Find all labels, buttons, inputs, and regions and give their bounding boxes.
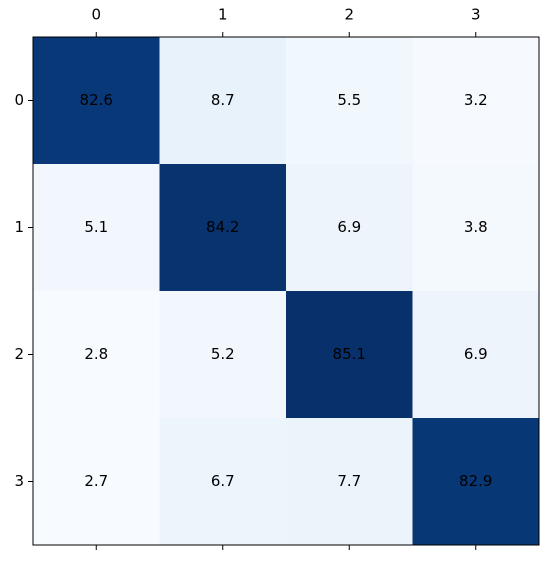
cell-label: 5.5 (337, 91, 361, 109)
heatmap-cell (412, 418, 540, 546)
cell-label: 7.7 (337, 472, 361, 490)
x-tick-label: 1 (218, 6, 228, 24)
heatmap-cell (159, 37, 287, 165)
cell-label: 85.1 (333, 345, 366, 363)
heatmap-cell (159, 291, 287, 419)
cell-label: 2.8 (84, 345, 108, 363)
heatmap-cell (33, 291, 160, 419)
heatmap-cell (286, 418, 413, 546)
cell-label: 84.2 (206, 218, 239, 236)
y-tick-label: 1 (14, 218, 24, 236)
heatmap-cell (159, 418, 287, 546)
x-tick-label: 0 (91, 6, 101, 24)
x-tick-label: 2 (344, 6, 354, 24)
cell-label: 8.7 (211, 91, 235, 109)
cell-label: 6.7 (211, 472, 235, 490)
heatmap-cell (412, 164, 540, 292)
heatmap-cell (412, 291, 540, 419)
y-tick-label: 0 (14, 91, 24, 109)
plot-frame (32, 36, 540, 546)
cell-label: 82.6 (80, 91, 113, 109)
heatmap-cell (33, 418, 160, 546)
cell-label: 6.9 (464, 345, 488, 363)
cell-label: 82.9 (459, 472, 492, 490)
y-tick-label: 3 (14, 472, 24, 490)
heatmap-cell (286, 164, 413, 292)
cell-label: 2.7 (84, 472, 108, 490)
cell-label: 5.2 (211, 345, 235, 363)
heatmap-cell (33, 164, 160, 292)
cell-label: 5.1 (84, 218, 108, 236)
y-tick-label: 2 (14, 345, 24, 363)
heatmap-cell (286, 291, 413, 419)
heatmap-cell (286, 37, 413, 165)
x-tick-label: 3 (471, 6, 481, 24)
heatmap-cell (33, 37, 160, 165)
heatmap-cell (412, 37, 540, 165)
cell-label: 6.9 (337, 218, 361, 236)
heatmap-cell (159, 164, 287, 292)
cell-label: 3.8 (464, 218, 488, 236)
cell-label: 3.2 (464, 91, 488, 109)
